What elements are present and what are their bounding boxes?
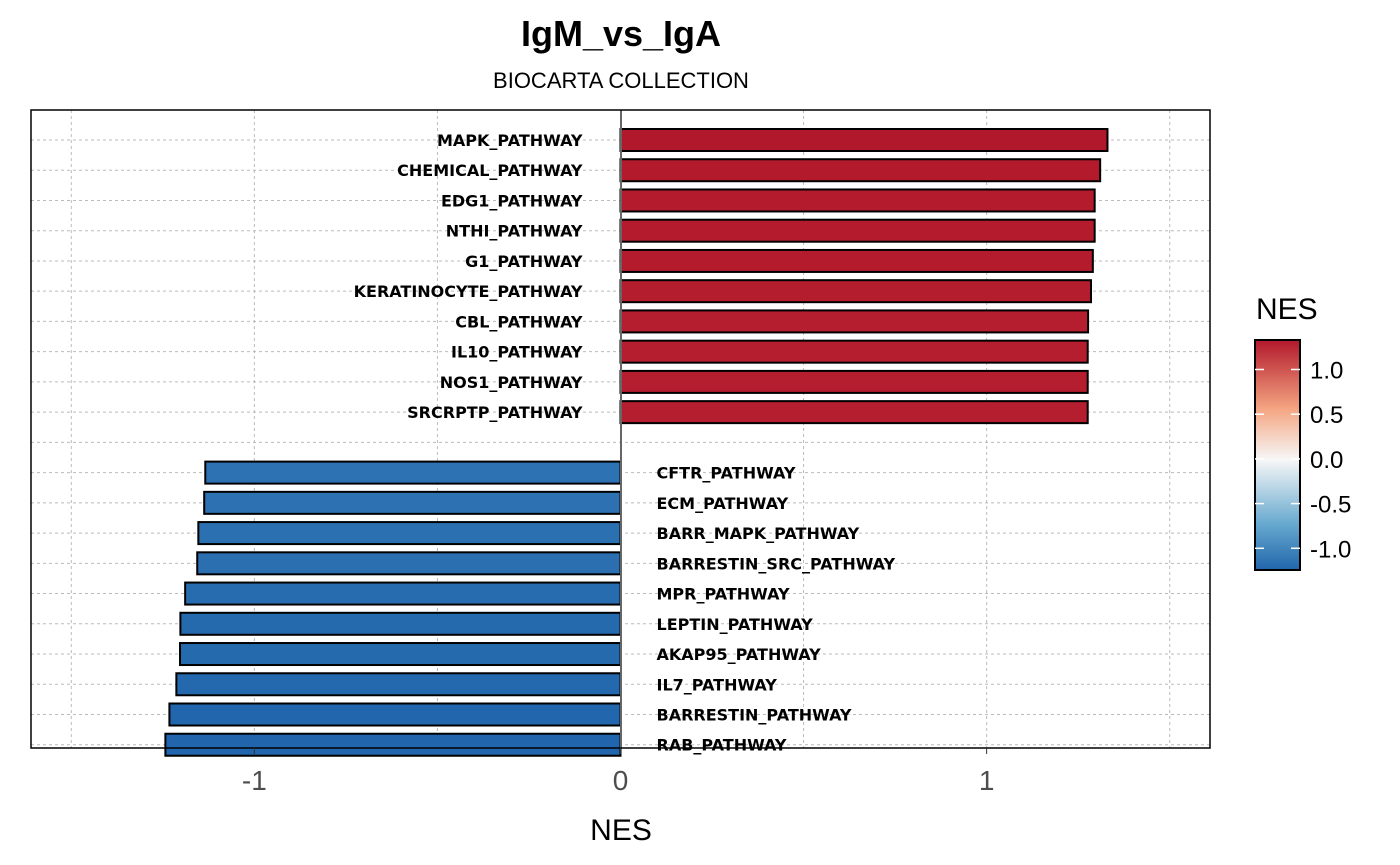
bar [204, 460, 622, 485]
legend-tick-label: -0.5 [1310, 492, 1351, 519]
bar [619, 309, 1090, 334]
bar-label: MPR_PATHWAY [657, 585, 790, 604]
bar-label: G1_PATHWAY [465, 252, 583, 271]
bar [619, 188, 1096, 213]
bar-label: BARRESTIN_PATHWAY [657, 706, 852, 725]
bar-label: CHEMICAL_PATHWAY [397, 161, 583, 180]
bar [184, 581, 622, 606]
bars: MAPK_PATHWAY CHEMICAL_PATHWAY EDG1_PATHWAY… [164, 128, 1109, 757]
x-tick-label: 0 [613, 765, 629, 796]
legend-colorbar [1254, 339, 1301, 571]
bar-label: CBL_PATHWAY [455, 312, 583, 331]
bar-label: IL7_PATHWAY [657, 675, 778, 694]
bar-label: IL10_PATHWAY [451, 343, 583, 362]
bar-label: ECM_PATHWAY [657, 494, 789, 513]
bar [619, 400, 1089, 425]
bar [197, 521, 622, 546]
bar-label: LEPTIN_PATHWAY [657, 615, 814, 634]
x-axis-ticks: -1 0 1 [242, 748, 995, 796]
x-tick-label: -1 [242, 765, 267, 796]
bar-label: BARR_MAPK_PATHWAY [657, 524, 860, 543]
bar-label: AKAP95_PATHWAY [657, 645, 822, 664]
bar [619, 369, 1089, 394]
bar-label: BARRESTIN_SRC_PATHWAY [657, 554, 896, 573]
legend-tick-label: 0.0 [1310, 447, 1343, 474]
bar [164, 732, 622, 757]
legend: NES 1.0 0.5 0.0 -0.5 -1.0 [1254, 293, 1351, 571]
bar-label: EDG1_PATHWAY [441, 191, 583, 210]
bar [619, 158, 1102, 183]
bar-label: SRCRPTP_PATHWAY [407, 403, 583, 422]
legend-tick-label: 1.0 [1310, 357, 1343, 384]
bar [179, 642, 622, 667]
bar [619, 128, 1109, 152]
chart-title: IgM_vs_IgA [521, 13, 721, 54]
chart-subtitle: BIOCARTA COLLECTION [493, 68, 749, 93]
x-axis-label: NES [590, 814, 652, 847]
bar [619, 218, 1096, 243]
legend-tick-label: 0.5 [1310, 402, 1343, 429]
bar [619, 248, 1094, 273]
bar-label: KERATINOCYTE_PATHWAY [354, 282, 583, 301]
bar [168, 702, 622, 727]
bar [196, 551, 622, 576]
bar-label: CFTR_PATHWAY [657, 464, 796, 483]
legend-title: NES [1256, 293, 1318, 326]
bar [619, 279, 1093, 304]
bar [203, 490, 622, 515]
x-tick-label: 1 [979, 765, 995, 796]
bar-label: NTHI_PATHWAY [446, 222, 583, 241]
bar [619, 339, 1089, 364]
bar [179, 611, 622, 636]
legend-tick-label: -1.0 [1310, 536, 1351, 563]
bar-label: NOS1_PATHWAY [440, 373, 583, 392]
bar-label: RAB_PATHWAY [657, 736, 787, 755]
bar-label: MAPK_PATHWAY [437, 131, 583, 150]
bar [175, 672, 622, 697]
